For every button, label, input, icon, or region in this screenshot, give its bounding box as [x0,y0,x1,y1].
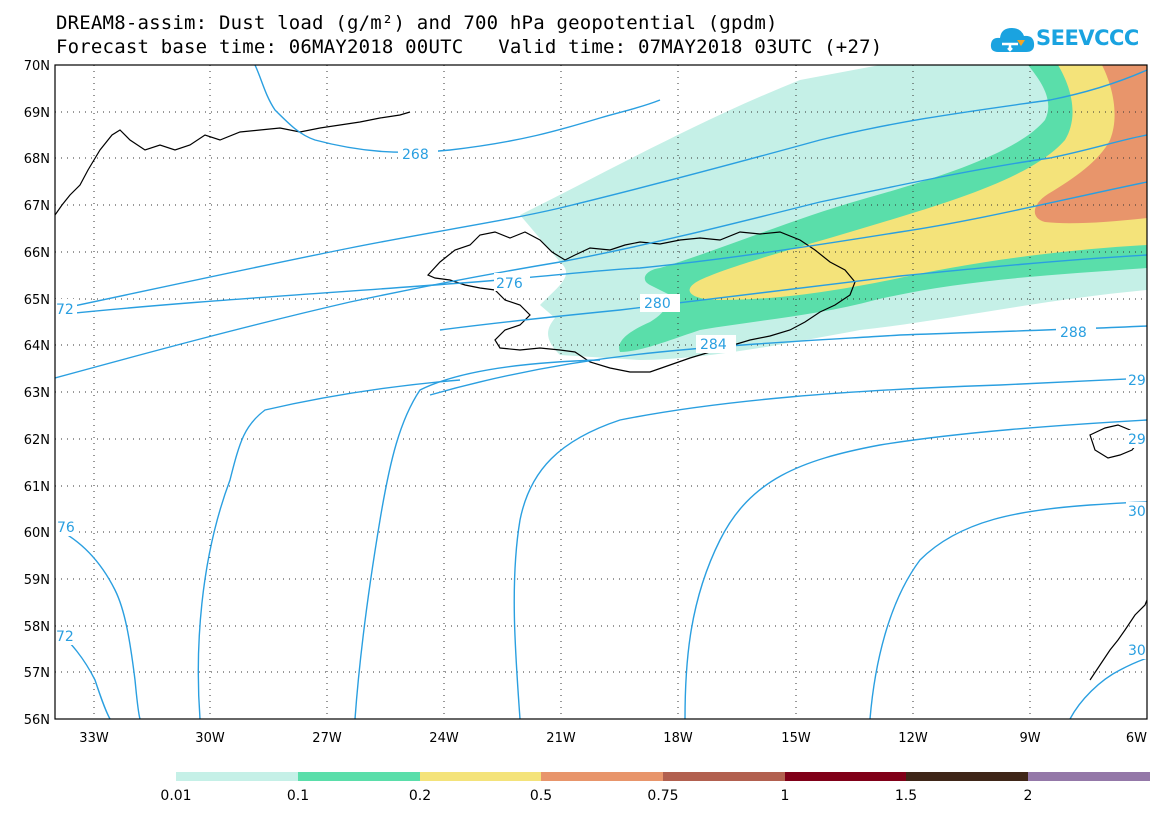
lat-label: 70N [24,59,50,74]
colorbar-tick: 2 [1024,788,1033,804]
lat-label: 62N [24,433,50,448]
map-frame [54,64,1148,720]
contour-label: 280 [644,296,671,312]
lon-label: 21W [546,731,576,746]
colorbar-segment [785,772,906,781]
lon-label: 12W [898,731,928,746]
lat-label: 68N [24,152,50,167]
lat-label: 69N [24,106,50,121]
contour-label: 30 [1128,504,1146,520]
lat-label: 63N [24,386,50,401]
graticule [55,65,1147,719]
colorbar-tick: 1 [781,788,790,804]
lon-label: 24W [429,731,459,746]
scotland-coast [1089,599,1147,681]
lon-label: 33W [79,731,109,746]
coastlines [55,111,1147,681]
colorbar-tick: 0.5 [530,788,552,804]
lat-label: 58N [24,620,50,635]
colorbar-segment [420,772,541,781]
lon-label: 15W [781,731,811,746]
contour-label: 288 [1060,325,1087,341]
colorbar-segment [663,772,785,781]
colorbar: 0.01 0.1 0.2 0.5 0.75 1 1.5 2 [160,772,1150,804]
dust-band-0.2 [689,65,1147,300]
logo-text: SEEVCCC [1036,26,1139,50]
colorbar-segment [541,772,663,781]
contour-label: 29 [1128,373,1146,389]
lon-label: 18W [663,731,693,746]
colorbar-segment [906,772,1028,781]
dust-band-0.5 [1034,65,1147,224]
colorbar-tick: 1.5 [895,788,917,804]
colorbar-segment [298,772,420,781]
colorbar-segment [176,772,298,781]
lat-label: 60N [24,526,50,541]
lat-label: 66N [24,246,50,261]
lon-axis: 33W 30W 27W 24W 21W 18W 15W 12W 9W 6W [79,731,1147,746]
contour-label: 268 [402,147,429,163]
lat-label: 56N [24,713,50,728]
colorbar-tick: 0.2 [409,788,431,804]
colorbar-tick: 0.75 [647,788,678,804]
contour-label: 72 [56,629,74,645]
contour-label: 29 [1128,432,1146,448]
lat-label: 67N [24,199,50,214]
contour-labels: 268 276 280 284 288 72 76 72 29 29 30 30 [55,145,1147,659]
contour-label: 276 [496,276,523,292]
map-title: DREAM8-assim: Dust load (g/m²) and 700 h… [56,12,778,34]
geopotential-contours [55,65,1147,719]
colorbar-tick: 0.1 [287,788,309,804]
colorbar-segment [1028,772,1150,781]
seevccc-logo: SEEVCCC [988,20,1164,60]
forecast-time-line: Forecast base time: 06MAY2018 00UTC Vali… [56,36,883,58]
iceland-coast [426,231,856,373]
lon-label: 27W [312,731,342,746]
lon-label: 30W [195,731,225,746]
dust-shading-layer [520,65,1147,360]
lon-label: 9W [1019,731,1040,746]
lon-label: 6W [1126,731,1147,746]
lat-label: 65N [24,293,50,308]
lat-label: 59N [24,573,50,588]
contour-label: 72 [56,302,74,318]
contour-label: 284 [700,337,727,353]
lat-label: 64N [24,339,50,354]
contour-label: 30 [1128,643,1146,659]
lat-axis: 70N 69N 68N 67N 66N 65N 64N 63N 62N 61N … [24,59,50,728]
lat-label: 61N [24,480,50,495]
cloud-icon [990,28,1035,52]
contour-label: 76 [57,520,75,536]
greenland-coast [55,111,411,216]
lat-label: 57N [24,666,50,681]
colorbar-tick: 0.01 [160,788,191,804]
